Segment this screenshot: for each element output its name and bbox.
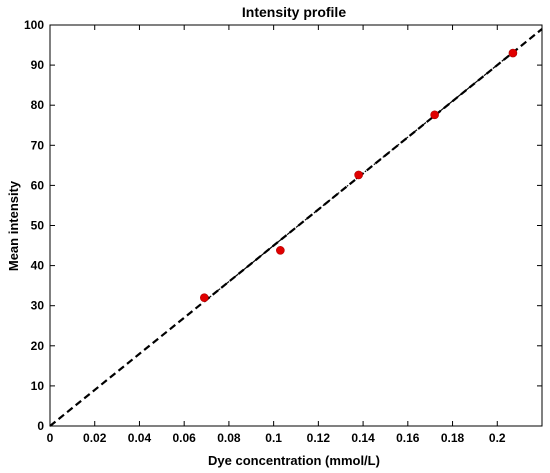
- y-tick-label: 90: [31, 58, 45, 72]
- x-tick-label: 0.02: [83, 431, 107, 445]
- y-tick-label: 80: [31, 98, 45, 112]
- plot-area: 0 0.02 0.04 0.06 0.08 0.1 0.12 0.14 0.16 0.18 0.2 0…: [24, 18, 543, 445]
- x-tick-label: 0.08: [217, 431, 241, 445]
- fit-line: [49, 28, 543, 427]
- x-tick-label: 0.16: [396, 431, 420, 445]
- x-tick-label: 0.14: [351, 431, 375, 445]
- data-point: [508, 48, 518, 58]
- y-tick-label: 40: [31, 259, 45, 273]
- x-tick-label: 0.06: [173, 431, 197, 445]
- x-tick-label: 0.04: [128, 431, 152, 445]
- y-tick-label: 0: [37, 419, 44, 433]
- y-axis-label: Mean intensity: [6, 180, 21, 271]
- x-tick-label: 0.2: [489, 431, 506, 445]
- y-tick-label: 100: [24, 18, 44, 32]
- y-tick-label: 70: [31, 138, 45, 152]
- x-tick-label: 0.1: [265, 431, 282, 445]
- data-point: [430, 110, 439, 120]
- data-point: [200, 293, 209, 302]
- data-point: [276, 246, 285, 255]
- y-tick-label: 30: [31, 299, 45, 313]
- x-tick-label: 0: [47, 431, 54, 445]
- chart-title: Intensity profile: [242, 4, 346, 20]
- y-tick-label: 10: [31, 379, 45, 393]
- x-tick-label: 0.12: [307, 431, 331, 445]
- data-point: [354, 170, 363, 180]
- x-tick-label: 0.18: [441, 431, 465, 445]
- y-tick-label: 20: [31, 339, 45, 353]
- x-axis-label: Dye concentration (mmol/L): [208, 453, 380, 468]
- y-tick-label: 50: [31, 219, 45, 233]
- plot-frame: [49, 24, 543, 427]
- y-tick-label: 60: [31, 178, 45, 192]
